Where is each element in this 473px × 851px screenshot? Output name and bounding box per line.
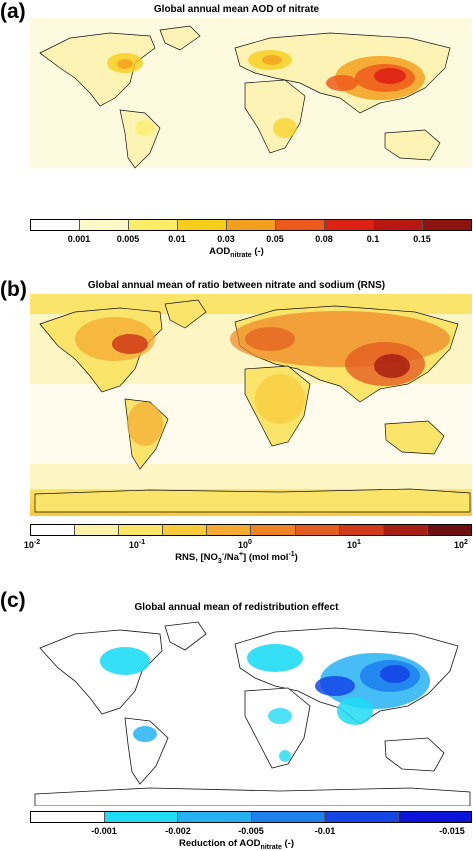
cbar-a-tick: 0.08 xyxy=(315,234,333,244)
cbar-a-tick: 0.15 xyxy=(413,234,431,244)
map-redistribution xyxy=(30,616,472,806)
cbar-a-tick: 0.05 xyxy=(266,234,284,244)
cbar-c-tick: -0.005 xyxy=(238,826,264,836)
colorbar-c xyxy=(30,811,472,823)
cbar-a-tick: 0.1 xyxy=(366,234,380,244)
cbar-c-tick: -0.01 xyxy=(314,826,336,836)
cbar-a-tick: 0.01 xyxy=(168,234,186,244)
australia xyxy=(384,420,445,455)
cbar-b-tick: 10-2 xyxy=(23,539,41,550)
greenland xyxy=(159,25,201,51)
panel-label-b: (b) xyxy=(0,278,27,301)
cbar-a-tick: 0.001 xyxy=(67,234,91,244)
cbar-b-tick: 101 xyxy=(347,539,361,550)
panel-label-c: (c) xyxy=(0,589,26,612)
panel-title-c: Global annual mean of redistribution eff… xyxy=(134,602,339,613)
cbar-c-tick: -0.001 xyxy=(91,826,117,836)
colorbar-b xyxy=(30,524,472,536)
colorbar-a xyxy=(30,219,472,231)
colorbar-label-c: Reduction of AODnitrate (-) xyxy=(179,838,294,851)
colorbar-label-a: AODnitrate (-) xyxy=(209,246,264,259)
cbar-a-tick: 0.005 xyxy=(116,234,140,244)
panel-label-a: (a) xyxy=(0,0,26,23)
australia xyxy=(384,737,445,772)
colorbar-label-b: RNS, [NO3-/Na+] (mol mol-1) xyxy=(175,551,298,566)
cbar-b-tick: 102 xyxy=(454,539,468,550)
africa xyxy=(244,687,311,769)
greenland xyxy=(164,621,207,651)
panel-title-b: Global annual mean of ratio between nitr… xyxy=(87,280,386,291)
cbar-c-tick: -0.015 xyxy=(439,826,465,836)
cbar-c-tick: -0.002 xyxy=(165,826,191,836)
greenland xyxy=(164,299,207,329)
antarctica xyxy=(34,488,471,513)
cbar-a-tick: 0.03 xyxy=(217,234,235,244)
cbar-b-tick: 10-1 xyxy=(128,539,146,550)
map-rns xyxy=(30,294,472,516)
antarctica xyxy=(34,787,471,806)
map-aod-nitrate xyxy=(30,18,472,198)
cbar-b-tick: 100 xyxy=(238,539,252,550)
australia xyxy=(384,129,441,161)
panel-title-a: Global annual mean AOD of nitrate xyxy=(153,4,320,15)
north-america xyxy=(39,32,156,107)
